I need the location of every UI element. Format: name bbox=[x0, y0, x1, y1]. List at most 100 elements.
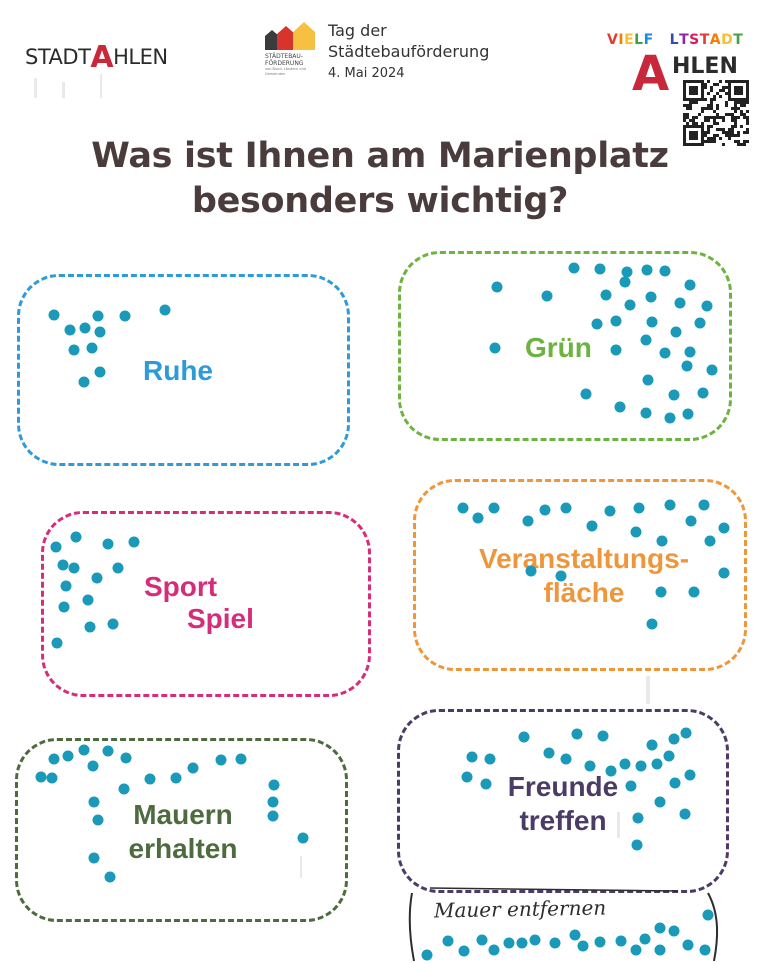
qr-module bbox=[683, 95, 686, 98]
faint-mark bbox=[300, 856, 302, 878]
qr-module bbox=[737, 134, 740, 137]
qr-module bbox=[683, 134, 686, 137]
qr-module bbox=[692, 98, 695, 101]
qr-module bbox=[719, 137, 722, 140]
qr-module bbox=[692, 131, 695, 134]
logo-letter: A bbox=[709, 32, 722, 48]
qr-module bbox=[737, 140, 740, 143]
qr-module bbox=[746, 101, 749, 104]
qr-module bbox=[701, 86, 704, 89]
qr-module bbox=[716, 134, 719, 137]
qr-module bbox=[713, 140, 716, 143]
qr-module bbox=[734, 122, 737, 125]
faint-mark bbox=[62, 82, 65, 98]
qr-module bbox=[743, 113, 746, 116]
qr-module bbox=[701, 95, 704, 98]
category-label-line: fläche bbox=[543, 577, 625, 608]
qr-module bbox=[701, 122, 704, 125]
qr-module bbox=[713, 122, 716, 125]
qr-module bbox=[704, 83, 707, 86]
qr-module bbox=[692, 116, 695, 119]
tdsf-title-line: Tag der bbox=[328, 21, 387, 40]
qr-module bbox=[728, 92, 731, 95]
logo-letter: T bbox=[679, 32, 690, 48]
qr-module bbox=[713, 95, 716, 98]
qr-module bbox=[746, 83, 749, 86]
qr-module bbox=[728, 86, 731, 89]
qr-module bbox=[746, 116, 749, 119]
qr-module bbox=[746, 86, 749, 89]
qr-module bbox=[737, 80, 740, 83]
category-label-freunde-treffen: Freunde treffen bbox=[494, 770, 632, 838]
qr-module bbox=[719, 95, 722, 98]
qr-module bbox=[707, 80, 710, 83]
qr-module bbox=[686, 80, 689, 83]
qr-module bbox=[743, 80, 746, 83]
category-box-sport-spiel bbox=[41, 511, 371, 697]
qr-module bbox=[740, 80, 743, 83]
qr-module bbox=[719, 80, 722, 83]
qr-module bbox=[686, 107, 689, 110]
qr-module bbox=[707, 104, 710, 107]
qr-module bbox=[686, 104, 689, 107]
qr-module bbox=[746, 92, 749, 95]
qr-module bbox=[683, 143, 686, 146]
qr-module bbox=[740, 125, 743, 128]
qr-module bbox=[734, 134, 737, 137]
qr-module bbox=[707, 119, 710, 122]
category-label-gruen: Grün bbox=[525, 331, 592, 365]
title-line: Was ist Ihnen am Marienplatz bbox=[91, 136, 669, 176]
qr-module bbox=[692, 122, 695, 125]
qr-module bbox=[743, 143, 746, 146]
qr-module bbox=[740, 113, 743, 116]
qr-module bbox=[707, 107, 710, 110]
page-title: Was ist Ihnen am Marienplatz besonders w… bbox=[60, 134, 700, 224]
qr-module bbox=[740, 98, 743, 101]
category-label-line: Sport bbox=[144, 571, 218, 602]
qr-module bbox=[701, 110, 704, 113]
logo-letter: I bbox=[618, 32, 625, 48]
qr-module bbox=[731, 125, 734, 128]
qr-module bbox=[686, 116, 689, 119]
logo-letter: T bbox=[733, 32, 744, 48]
qr-module bbox=[683, 137, 686, 140]
qr-module bbox=[695, 134, 698, 137]
qr-module bbox=[710, 125, 713, 128]
qr-module bbox=[683, 80, 686, 83]
qr-module bbox=[746, 122, 749, 125]
qr-module bbox=[704, 116, 707, 119]
qr-module bbox=[743, 140, 746, 143]
qr-module bbox=[683, 128, 686, 131]
qr-code-icon bbox=[683, 80, 749, 146]
qr-module bbox=[710, 98, 713, 101]
qr-module bbox=[707, 140, 710, 143]
qr-module bbox=[704, 134, 707, 137]
qr-module bbox=[728, 98, 731, 101]
qr-module bbox=[707, 116, 710, 119]
qr-module bbox=[686, 113, 689, 116]
category-box-mauern-erhalten bbox=[15, 738, 348, 922]
qr-module bbox=[734, 86, 737, 89]
qr-module bbox=[734, 89, 737, 92]
qr-module bbox=[737, 143, 740, 146]
qr-module bbox=[713, 98, 716, 101]
qr-module bbox=[719, 89, 722, 92]
qr-module bbox=[683, 86, 686, 89]
tdsf-title: Tag der Städtebauförderung bbox=[328, 20, 489, 62]
qr-module bbox=[737, 107, 740, 110]
qr-module bbox=[731, 131, 734, 134]
qr-module bbox=[710, 116, 713, 119]
qr-module bbox=[701, 92, 704, 95]
qr-module bbox=[695, 89, 698, 92]
qr-module bbox=[707, 131, 710, 134]
qr-module bbox=[689, 104, 692, 107]
qr-module bbox=[737, 116, 740, 119]
qr-module bbox=[689, 134, 692, 137]
qr-module bbox=[719, 116, 722, 119]
qr-module bbox=[713, 83, 716, 86]
qr-module bbox=[728, 134, 731, 137]
qr-module bbox=[692, 101, 695, 104]
logo-letter: E bbox=[624, 32, 635, 48]
qr-module bbox=[722, 119, 725, 122]
category-label-line: Ruhe bbox=[143, 355, 213, 386]
